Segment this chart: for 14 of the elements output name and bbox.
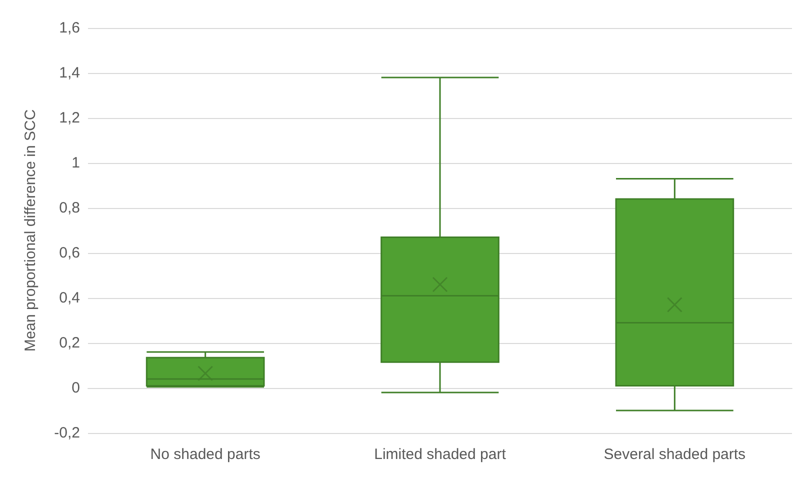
y-tick-label: 1,6: [59, 20, 80, 36]
x-tick-label: Several shaded parts: [604, 446, 746, 463]
y-tick-label: 0,2: [59, 334, 80, 352]
y-tick-label: 1,2: [59, 110, 80, 126]
y-tick-label: 1,4: [59, 64, 80, 82]
x-tick-label: No shaded parts: [150, 446, 260, 463]
y-tick-label: 1: [72, 154, 80, 172]
y-tick-label: 0,8: [59, 200, 80, 216]
y-tick-label: 0: [72, 380, 80, 396]
y-axis-title: Mean proportional difference in SCC: [22, 109, 39, 352]
x-tick-label: Limited shaded part: [374, 446, 507, 463]
y-tick-label: -0,2: [54, 424, 80, 442]
y-tick-label: 0,4: [59, 290, 80, 306]
y-tick-label: 0,6: [59, 244, 80, 262]
